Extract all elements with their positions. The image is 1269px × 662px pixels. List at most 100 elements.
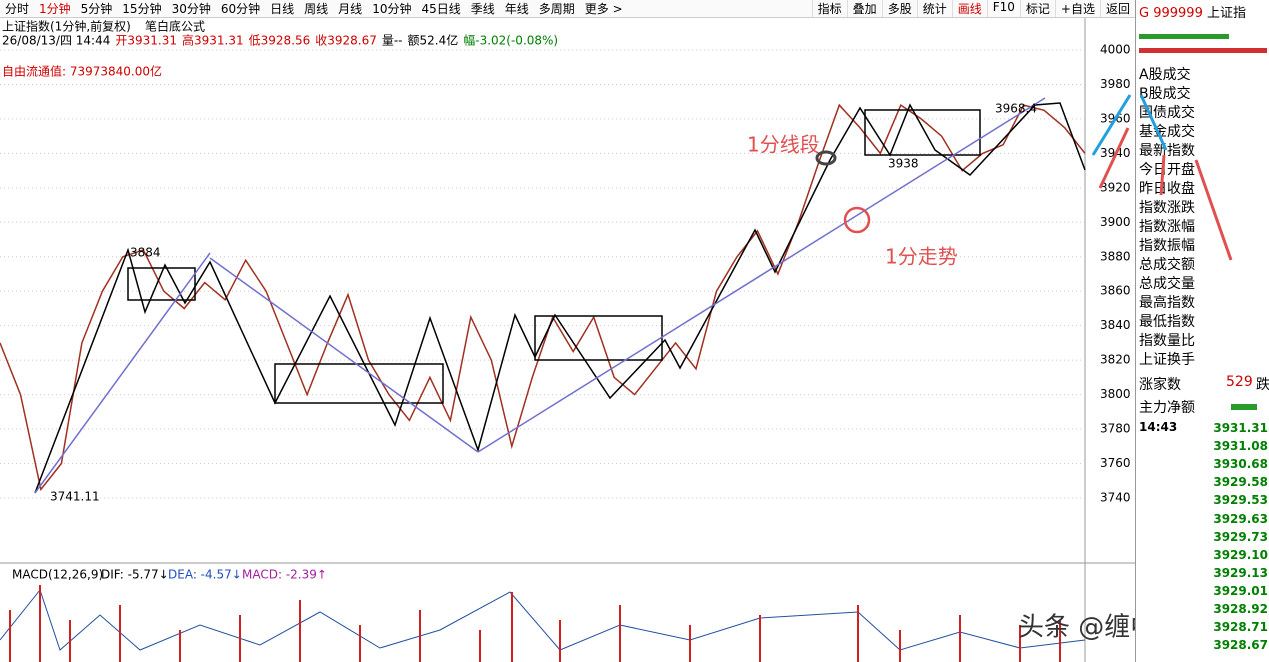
down-label: 跌 [1256, 377, 1269, 393]
field-label: 指数涨跌 [1139, 200, 1195, 216]
period-tab[interactable]: 分时 [5, 2, 30, 16]
marker [815, 150, 837, 166]
period-tab[interactable]: 月线 [338, 2, 363, 16]
tool-button[interactable]: +自选 [1054, 0, 1100, 17]
field-label: 指数振幅 [1139, 238, 1195, 254]
y-tick-label: 3980 [1100, 77, 1131, 91]
toolbar: 分时 1分钟 5分钟 15分钟 30分钟 60分钟 日线 周线 月线 10分钟 45日线 季线 年线 多周… [0, 0, 1135, 18]
tick-price: 3928.67 [1213, 638, 1268, 653]
quote-item: 26/08/13/四 14:44 [2, 34, 110, 48]
y-tick-label: 3740 [1100, 490, 1131, 504]
period-tab[interactable]: 15分钟 [122, 2, 162, 16]
name: 上证指 [1207, 6, 1247, 21]
y-tick-label: 3800 [1100, 387, 1131, 401]
marker [843, 206, 871, 234]
field-label: A股成交 [1139, 67, 1191, 83]
period-tab[interactable]: 1分钟 [39, 2, 71, 16]
quote-item: 幅-3.02(-0.08%) [463, 33, 558, 48]
tool-button[interactable]: 统计 [916, 0, 952, 17]
quote-item: 收3928.67 [315, 34, 377, 48]
arrows [1091, 94, 1132, 189]
bar-indicator [1139, 34, 1229, 39]
annotation: 3968.4 [995, 102, 1037, 116]
field-label: 今日开盘 [1139, 162, 1195, 178]
tick-price: 3929.01 [1213, 583, 1268, 598]
y-tick-label: 4000 [1100, 43, 1131, 57]
field-label: 上证换手 [1139, 352, 1195, 368]
tick-price: 3929.63 [1213, 511, 1268, 526]
field-label: 基金成交 [1139, 124, 1195, 140]
price [0, 103, 1086, 492]
tick-price: 3931.31 [1213, 421, 1268, 435]
y-tick-label: 3920 [1100, 180, 1131, 194]
field-label: 国债成交 [1139, 105, 1195, 121]
tick-price: 3929.13 [1213, 565, 1268, 580]
y-tick-label: 3820 [1100, 353, 1131, 367]
quote-item: 低3928.56 [249, 34, 311, 48]
trend-lines [34, 97, 1046, 494]
symbol: 999999 [1153, 6, 1203, 21]
macd-label: MACD(12,26,9) [12, 568, 103, 582]
period-tab[interactable]: 年线 [504, 2, 529, 16]
code: G [1139, 6, 1150, 21]
tick-price: 3928.92 [1213, 602, 1268, 616]
quote-item: 量-- [382, 34, 403, 48]
period-tab[interactable]: 日线 [270, 2, 295, 16]
flow-bar [1231, 404, 1257, 410]
formula: 笔白底公式 [145, 19, 205, 34]
field-label: B股成交 [1139, 86, 1191, 102]
tool-button[interactable]: F10 [986, 0, 1020, 17]
field-label: 最高指数 [1139, 295, 1195, 311]
field-label: 昨日收盘 [1139, 181, 1195, 197]
tick-price: 3930.68 [1213, 457, 1268, 472]
y-tick-label: 3860 [1100, 284, 1131, 298]
field-label: 指数涨幅 [1139, 219, 1195, 235]
period-tab[interactable]: 季线 [470, 2, 495, 16]
period-tab[interactable]: 45日线 [421, 2, 461, 16]
macd-dif: DIF: -5.77↓ [101, 568, 169, 582]
annotation: 3938 [888, 157, 919, 171]
tick-price: 3928.71 [1213, 620, 1268, 635]
tool-button[interactable]: 画线 [951, 0, 987, 17]
note: 1分走势 [885, 245, 958, 269]
period-tab[interactable]: 5分钟 [80, 2, 113, 16]
field-label: 最新指数 [1139, 143, 1195, 159]
quote-item: 高3931.31 [182, 33, 244, 48]
macd-dea: DEA: -4.57↓ [168, 568, 242, 582]
annotation: 3884 [130, 246, 161, 260]
y-tick-label: 3900 [1100, 215, 1131, 229]
tool-button[interactable]: 多股 [881, 0, 917, 17]
tool-button[interactable]: 叠加 [846, 0, 882, 17]
quote-item: 开3931.31 [115, 34, 177, 48]
tick-price: 3929.10 [1213, 547, 1268, 562]
chart: 上证指数(1分钟,前复权) 笔白底公式 26/08/13/四 14:44 开393… [0, 18, 1135, 662]
tick-price: 3929.58 [1213, 475, 1268, 490]
tick-price: 3931.08 [1213, 439, 1268, 454]
macd-value: MACD: -2.39↑ [242, 568, 327, 582]
tools: 指标 叠加 多股 统计 画线 F10 标记 +自选 返回 [811, 0, 1135, 17]
macd-bars [9, 585, 1061, 662]
period-tab[interactable]: 30分钟 [171, 2, 211, 16]
period-tab[interactable]: 多周期 [538, 2, 575, 16]
tool-button[interactable]: 标记 [1019, 0, 1055, 17]
period-tab[interactable]: 10分钟 [372, 2, 412, 16]
zigzag [34, 102, 1086, 494]
side-panel: G 999999 上证指 A股成交 B股成交国债成交基金成交最新指数今日开盘昨日收… [1135, 0, 1269, 662]
tick-price: 3929.53 [1213, 493, 1268, 508]
period-tab[interactable]: 60分钟 [220, 2, 261, 16]
y-tick-label: 3840 [1100, 318, 1131, 332]
price-line [0, 103, 1086, 492]
field-label: 总成交量 [1139, 276, 1195, 292]
up-count: 529 [1226, 374, 1253, 390]
period-tab[interactable]: 周线 [304, 2, 329, 16]
flow-label: 主力净额 [1139, 400, 1195, 416]
y-tick-label: 3880 [1100, 249, 1131, 263]
tool-button[interactable]: 返回 [1099, 0, 1135, 17]
period-tab[interactable]: 更多 > [584, 2, 623, 16]
float-value: 自由流通值: 73973840.00亿 [2, 64, 162, 79]
tool-button[interactable]: 指标 [811, 0, 847, 17]
quote-item: 额52.4亿 [408, 33, 459, 48]
y-tick-label: 3780 [1100, 422, 1131, 436]
annotation: 3741.11 [50, 490, 100, 504]
